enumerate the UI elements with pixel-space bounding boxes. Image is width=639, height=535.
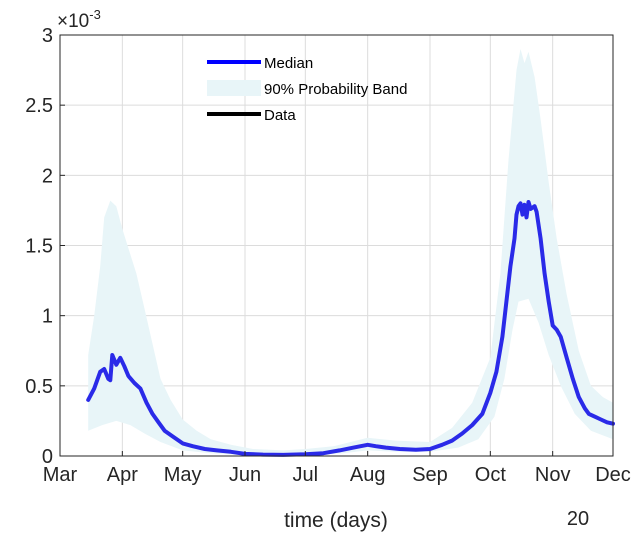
median-line	[86, 200, 615, 457]
x-tick-label: Nov	[535, 464, 571, 486]
y-tick-label: 0.5	[25, 376, 53, 398]
x-axis-secondary-label: 20	[567, 508, 589, 530]
y-exponent-label: ×10-3	[57, 7, 101, 32]
x-tick-label: Oct	[475, 464, 507, 486]
legend-swatch-band	[207, 80, 261, 96]
x-tick-label: Dec	[595, 464, 631, 486]
legend-label-data: Data	[264, 107, 296, 124]
x-tick-label: Apr	[107, 464, 138, 486]
x-axis-label: time (days)	[284, 509, 388, 532]
y-axis-ticks: 0 0.5 1 1.5 2 2.5 3	[25, 25, 65, 468]
y-tick-label: 3	[42, 25, 53, 47]
x-tick-label: Jul	[293, 464, 319, 486]
y-tick-label: 2.5	[25, 95, 53, 117]
x-tick-label: Aug	[350, 464, 386, 486]
probability-band-area	[88, 49, 613, 456]
legend: Median 90% Probability Band Data	[207, 55, 407, 124]
y-tick-label: 1.5	[25, 236, 53, 258]
y-exponent-power: -3	[89, 7, 101, 22]
x-tick-label: Jun	[229, 464, 261, 486]
legend-label-median: Median	[264, 55, 313, 72]
x-tick-label: May	[164, 464, 202, 486]
y-tick-label: 2	[42, 165, 53, 187]
y-tick-label: 1	[42, 306, 53, 328]
y-exponent-base: ×10	[57, 11, 89, 32]
legend-label-band: 90% Probability Band	[264, 81, 407, 98]
probability-band-layer	[88, 49, 613, 456]
x-tick-label: Mar	[43, 464, 78, 486]
y-tick-label: 0	[42, 446, 53, 468]
x-axis-ticks: Mar Apr May Jun Jul Aug Sep Oct Nov Dec	[43, 451, 631, 486]
median-line-layer	[86, 200, 615, 457]
x-tick-label: Sep	[412, 464, 448, 486]
